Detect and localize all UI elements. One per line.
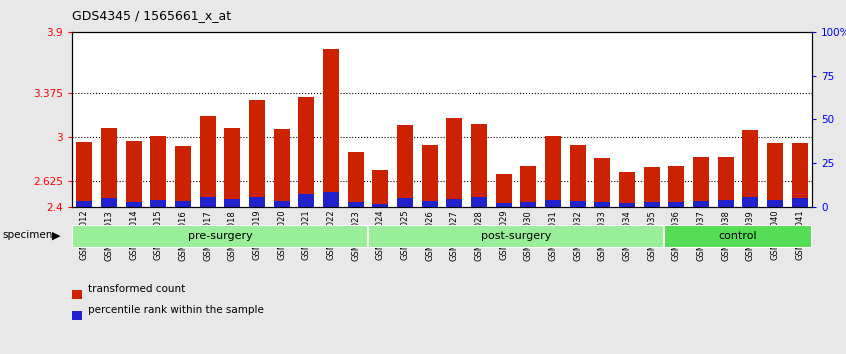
Text: transformed count: transformed count [88, 284, 185, 293]
Bar [421, 201, 437, 207]
Bar [273, 129, 289, 207]
Bar [76, 142, 92, 207]
Bar [743, 196, 759, 207]
Bar [693, 157, 709, 207]
Bar [299, 194, 315, 207]
Bar [397, 125, 413, 207]
Bar [668, 202, 684, 207]
Bar [767, 200, 783, 207]
Bar [421, 145, 437, 207]
Bar [644, 167, 660, 207]
Bar [200, 116, 216, 207]
Bar [323, 49, 339, 207]
Bar [619, 172, 635, 207]
Bar [125, 202, 141, 207]
Bar [520, 202, 536, 207]
Bar [644, 202, 660, 207]
Bar [743, 130, 759, 207]
Bar [175, 201, 191, 207]
Bar [224, 128, 240, 207]
Bar [101, 128, 117, 207]
Bar [496, 175, 512, 207]
Bar [447, 118, 463, 207]
Text: GDS4345 / 1565661_x_at: GDS4345 / 1565661_x_at [72, 9, 231, 22]
Bar [447, 199, 463, 207]
Bar [151, 200, 167, 207]
Bar [348, 202, 364, 207]
Bar [792, 143, 808, 207]
Bar [299, 97, 315, 207]
Bar [545, 136, 561, 207]
Bar [125, 141, 141, 207]
Bar [471, 124, 487, 207]
Bar [249, 99, 265, 207]
Bar [348, 152, 364, 207]
Bar [717, 200, 733, 207]
Bar [372, 204, 388, 207]
Bar [72, 225, 368, 248]
Bar [717, 157, 733, 207]
Bar [101, 198, 117, 207]
Bar [224, 199, 240, 207]
Bar [175, 146, 191, 207]
Text: ▶: ▶ [52, 230, 61, 240]
Bar [151, 136, 167, 207]
Bar [372, 170, 388, 207]
Bar [569, 201, 585, 207]
Text: pre-surgery: pre-surgery [188, 231, 252, 241]
Bar [792, 198, 808, 207]
Bar [595, 158, 611, 207]
Bar [569, 145, 585, 207]
Bar [397, 198, 413, 207]
Bar [668, 166, 684, 207]
Bar [664, 225, 812, 248]
Text: specimen: specimen [3, 230, 53, 240]
Bar [76, 201, 92, 207]
Bar [200, 196, 216, 207]
Bar [767, 143, 783, 207]
Text: post-surgery: post-surgery [481, 231, 552, 241]
Bar [520, 166, 536, 207]
Bar [545, 200, 561, 207]
Bar [595, 202, 611, 207]
Bar [496, 202, 512, 207]
Bar [471, 197, 487, 207]
Bar [368, 225, 664, 248]
Text: percentile rank within the sample: percentile rank within the sample [88, 305, 264, 315]
Text: control: control [719, 231, 757, 241]
Bar [249, 197, 265, 207]
Bar [619, 202, 635, 207]
Bar [273, 201, 289, 207]
Bar [693, 201, 709, 207]
Bar [323, 192, 339, 207]
